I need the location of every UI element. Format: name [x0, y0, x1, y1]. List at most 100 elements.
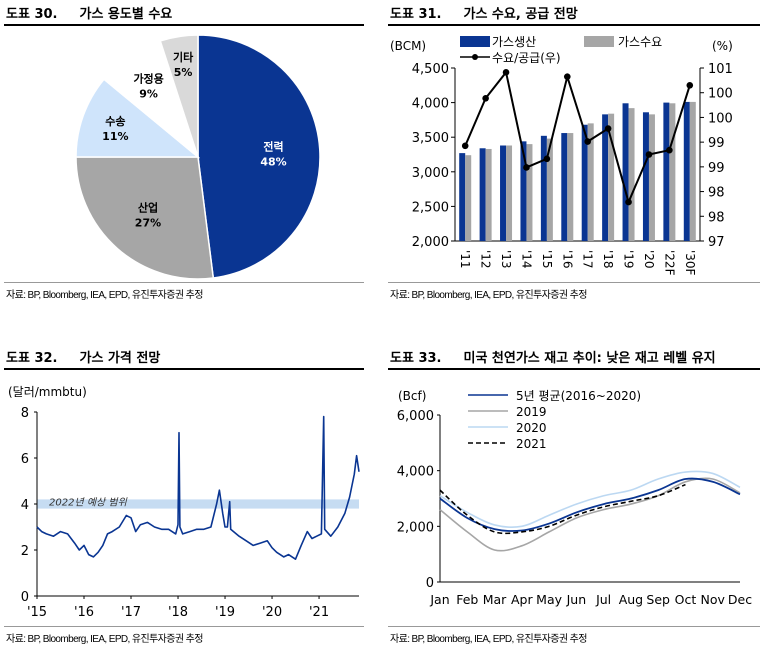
series-line-4: [439, 483, 686, 535]
y-tick-label: 0: [426, 576, 434, 591]
source-note: 자료: BP, Bloomberg, IEA, EPD, 유진투자증권 추정: [6, 290, 203, 301]
legend-marker-ratio: [472, 54, 478, 60]
x-tick-label: '22F: [662, 250, 676, 276]
pie-slice-value: 5%: [174, 66, 193, 79]
ratio-point: [461, 142, 469, 150]
x-tick-label: Feb: [456, 592, 478, 607]
x-tick-label: '16: [560, 250, 574, 269]
source-rule: [388, 626, 760, 627]
y-tick-label-right: 100: [708, 87, 733, 102]
bar-demand: [689, 101, 696, 242]
x-tick-label: '13: [499, 250, 513, 269]
y-tick-label-left: 2,000: [412, 235, 449, 250]
x-tick-label: '19: [215, 605, 235, 620]
y-tick-label: 2,000: [397, 520, 434, 535]
ratio-point: [584, 138, 592, 145]
x-tick-label: '18: [601, 250, 615, 269]
pie-slice-5: [159, 34, 199, 158]
bar-production: [642, 112, 649, 242]
source-note: 자료: BP, Bloomberg, IEA, EPD, 유진투자증권 추정: [390, 634, 587, 645]
x-tick-label: '20: [642, 250, 656, 269]
y-axis-label-right: (%): [712, 39, 733, 53]
legend-label-3: 2020: [516, 421, 547, 435]
figure-title: 가스 가격 전망: [79, 351, 161, 366]
series-line-3: [439, 470, 741, 529]
price-line: [36, 415, 360, 560]
y-tick-label: 6: [21, 452, 29, 467]
x-tick-label: Dec: [728, 592, 752, 607]
pie-slice-1: [197, 34, 321, 279]
x-tick-label: '14: [519, 250, 533, 269]
bar-production: [663, 102, 670, 241]
y-tick-label-left: 4,000: [412, 97, 449, 112]
ratio-point: [482, 94, 489, 102]
source-rule: [4, 626, 364, 627]
x-tick-label: '20: [262, 605, 282, 620]
y-tick-label-right: 98: [708, 186, 725, 201]
y-tick-label: 8: [21, 406, 29, 421]
x-tick-label: Mar: [483, 592, 507, 607]
figure-title: 가스 수요, 공급 전망: [463, 7, 578, 22]
panel-gas-supply-demand: 도표 31. 가스 수요, 공급 전망 2,000 2,500 3,000 3,500 4…: [388, 0, 760, 310]
figure-number: 도표 33.: [390, 351, 442, 366]
series-line-1: [439, 477, 741, 532]
legend-label-4: 2021: [516, 437, 547, 451]
y-tick-label-left: 3,000: [412, 166, 449, 181]
x-tick-label: '17: [121, 605, 141, 620]
ratio-point: [543, 155, 551, 163]
bar-production: [581, 124, 588, 241]
ratio-point: [625, 198, 632, 206]
bar-demand: [648, 114, 655, 241]
pie-slice-label: 기타: [173, 50, 194, 64]
legend-label-1: 5년 평균(2016~2020): [516, 389, 641, 403]
y-axis-label: (달러/mmbtu): [8, 385, 87, 399]
legend-label-ratio: 수요/공급(우): [492, 51, 561, 65]
bar-demand: [485, 148, 492, 241]
x-tick-label: Oct: [675, 592, 697, 607]
x-tick-label: '15: [540, 250, 554, 269]
panel-title: 도표 32. 가스 가격 전망: [6, 347, 160, 369]
y-axis-label-left: (BCM): [390, 39, 426, 53]
x-tick-label: '16: [74, 605, 94, 620]
y-axis-label: (Bcf): [398, 389, 426, 403]
bar-demand: [669, 103, 676, 242]
forecast-band-label: 2022년 예상 범위: [49, 497, 128, 509]
y-tick-label-left: 2,500: [412, 200, 449, 215]
bar-demand: [628, 108, 635, 241]
bar-line-chart: 2,000 2,500 3,000 3,500 4,000 4,500 (BCM) 97 98 9…: [390, 35, 733, 276]
source-rule: [388, 282, 760, 283]
pie-slice-label: 가정용: [133, 71, 163, 85]
y-tick-label-right: 99: [708, 161, 725, 176]
x-tick-label: '18: [168, 605, 188, 620]
x-tick-label: '21: [309, 605, 329, 620]
bar-production: [520, 141, 527, 241]
y-tick-label-right: 98: [708, 210, 725, 225]
x-tick-label: Sep: [646, 592, 670, 607]
y-tick-label: 0: [21, 590, 29, 605]
x-tick-label: Apr: [511, 592, 533, 607]
x-tick-label: Jun: [566, 592, 587, 607]
x-tick-label: '12: [479, 250, 493, 269]
ratio-point: [604, 125, 612, 132]
bar-production: [459, 153, 466, 241]
bar-demand: [567, 133, 574, 241]
y-tick-label-right: 101: [708, 62, 733, 77]
pie-slice-value: 27%: [135, 217, 161, 230]
bar-production: [479, 148, 486, 241]
bar-production: [683, 101, 690, 242]
ratio-point: [645, 151, 653, 158]
x-tick-label: Aug: [619, 592, 643, 607]
y-tick-label-right: 100: [708, 111, 733, 126]
x-tick-label: Jul: [595, 592, 611, 607]
bar-demand: [465, 155, 472, 241]
pie-slice-3: [75, 78, 201, 158]
ratio-point: [666, 146, 673, 154]
ratio-point: [502, 69, 510, 76]
ratio-line: [464, 70, 691, 206]
y-tick-label-left: 3,500: [412, 131, 449, 146]
figure-title: 미국 천연가스 재고 추이: 낮은 재고 레벨 유지: [463, 351, 716, 366]
x-tick-label: '15: [27, 605, 47, 620]
figure-title: 가스 용도별 수요: [79, 7, 173, 22]
y-tick-label: 6,000: [397, 409, 434, 424]
panel-title: 도표 33. 미국 천연가스 재고 추이: 낮은 재고 레벨 유지: [390, 347, 716, 369]
